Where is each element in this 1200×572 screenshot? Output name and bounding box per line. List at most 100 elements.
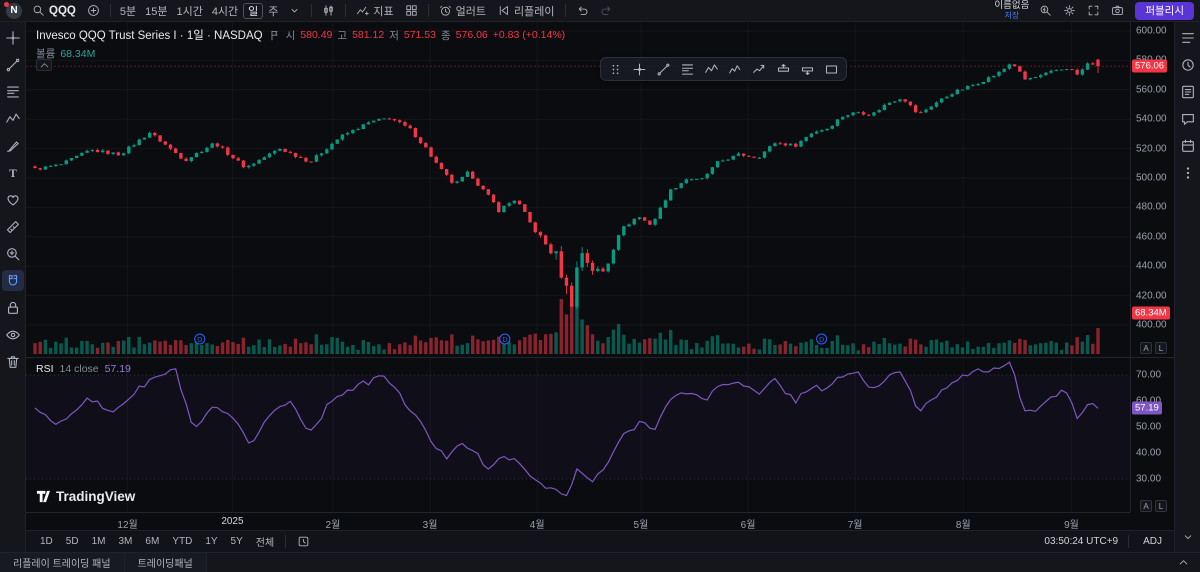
- time-axis-label[interactable]: 2025: [221, 516, 244, 527]
- range-5Y[interactable]: 5Y: [230, 536, 243, 547]
- symbol-legend-row[interactable]: Invesco QQQ Trust Series I · 1일 · NASDAQ…: [36, 27, 565, 43]
- time-axis-label[interactable]: 7월: [847, 520, 863, 531]
- redo-button[interactable]: [595, 2, 618, 20]
- interval-button-5분[interactable]: 5분: [119, 5, 137, 18]
- price-axis-label: 520.00: [1136, 143, 1167, 155]
- float-tool-pattern[interactable]: [700, 59, 723, 79]
- tool-zoom[interactable]: [2, 243, 24, 264]
- replay-button[interactable]: 리플레이: [492, 2, 559, 20]
- publish-button[interactable]: 퍼블리시: [1135, 1, 1194, 20]
- tool-trend-line[interactable]: [2, 54, 24, 75]
- interval-button-1시간[interactable]: 1시간: [176, 5, 203, 18]
- tool-pattern[interactable]: [2, 108, 24, 129]
- tool-fib-retracement[interactable]: [2, 81, 24, 102]
- panel-watchlist[interactable]: [1177, 27, 1199, 48]
- tool-lock[interactable]: [2, 297, 24, 318]
- fullscreen-button[interactable]: [1082, 2, 1105, 20]
- range-YTD[interactable]: YTD: [172, 536, 193, 547]
- tool-text[interactable]: T: [2, 162, 24, 183]
- scale-button-L[interactable]: L: [1155, 500, 1167, 512]
- time-axis-label[interactable]: 5월: [633, 520, 649, 531]
- time-axis-label[interactable]: 4월: [529, 520, 545, 531]
- time-axis-label[interactable]: 3월: [422, 520, 438, 531]
- undo-button[interactable]: [571, 2, 594, 20]
- chart-area[interactable]: D D D Invesco QQQ Trust Series I · 1일 · NA…: [26, 22, 1174, 552]
- scale-button-L[interactable]: L: [1155, 342, 1167, 354]
- range-전체[interactable]: 전체: [255, 538, 275, 549]
- interval-dropdown[interactable]: [283, 2, 306, 20]
- right-rail-collapse[interactable]: [1177, 526, 1199, 547]
- layout-grid-button[interactable]: [400, 2, 423, 20]
- tool-crosshair[interactable]: [2, 27, 24, 48]
- adj-toggle[interactable]: ADJ: [1143, 536, 1162, 547]
- tool-measure[interactable]: [2, 216, 24, 237]
- time-axis-label[interactable]: 12월: [117, 520, 138, 531]
- snapshot-button[interactable]: [1106, 2, 1129, 20]
- pane-separator[interactable]: [26, 357, 1174, 358]
- panel-alert[interactable]: [1177, 54, 1199, 75]
- user-avatar[interactable]: N: [4, 1, 22, 19]
- tool-trash[interactable]: [2, 351, 24, 372]
- interval-button-selected[interactable]: 일: [243, 2, 264, 19]
- interval-button-week[interactable]: 주: [268, 5, 279, 18]
- time-axis-label[interactable]: 8월: [955, 520, 971, 531]
- floating-drawing-toolbar[interactable]: [600, 57, 847, 81]
- symbol-search[interactable]: QQQ: [27, 2, 81, 20]
- interval-group: 5분 15분 1시간 4시간 일 주: [116, 0, 283, 21]
- panel-chat[interactable]: [1177, 108, 1199, 129]
- time-axis[interactable]: 12월 2025 2월 3월 4월 5월 6월 7월 8월 9월: [26, 512, 1130, 531]
- scale-button-A[interactable]: A: [1140, 500, 1152, 512]
- panel-news[interactable]: [1177, 81, 1199, 102]
- volume-legend-row[interactable]: 볼륨 68.34M: [36, 46, 565, 61]
- statusbar-collapse-button[interactable]: [1174, 555, 1192, 571]
- compare-add-button[interactable]: [82, 2, 105, 20]
- scale-button-A[interactable]: A: [1140, 342, 1152, 354]
- status-tab-0[interactable]: 리플레이 트레이딩 패널: [0, 553, 125, 572]
- float-tool-forecast[interactable]: [748, 59, 771, 79]
- tool-brush[interactable]: [2, 135, 24, 156]
- quick-search-button[interactable]: [1034, 2, 1057, 20]
- range-1M[interactable]: 1M: [91, 536, 106, 547]
- save-link[interactable]: 저장: [1004, 11, 1020, 21]
- status-tab-1[interactable]: 트레이딩패널: [124, 553, 207, 572]
- main-body: T D D D Invesco QQQ Trust Series I · 1일 · …: [0, 22, 1200, 552]
- panel-calendar[interactable]: [1177, 135, 1199, 156]
- alert-button[interactable]: 얼러트: [434, 2, 491, 20]
- high-label: 고: [337, 29, 348, 42]
- clock[interactable]: 03:50:24 UTC+9: [1044, 536, 1119, 547]
- tool-eye[interactable]: [2, 324, 24, 345]
- time-axis-label[interactable]: 2월: [325, 520, 341, 531]
- range-6M[interactable]: 6M: [145, 536, 160, 547]
- float-tool-trend-line[interactable]: [652, 59, 675, 79]
- price-axis[interactable]: 600.00580.00560.00540.00520.00500.00480.…: [1130, 22, 1174, 512]
- indicators-button[interactable]: 지표: [351, 2, 398, 20]
- interval-button-4시간[interactable]: 4시간: [211, 5, 239, 18]
- flag-icon-slot[interactable]: [268, 29, 281, 42]
- range-1Y[interactable]: 1Y: [205, 536, 218, 547]
- panel-more[interactable]: [1177, 162, 1199, 183]
- float-tool-elliott[interactable]: [724, 59, 747, 79]
- time-axis-label[interactable]: 6월: [740, 520, 756, 531]
- range-5D[interactable]: 5D: [65, 536, 79, 547]
- float-tool-drag-handle[interactable]: [604, 59, 627, 79]
- tool-magnet[interactable]: [1, 270, 24, 291]
- goto-date-button[interactable]: [291, 534, 316, 549]
- range-3M[interactable]: 3M: [118, 536, 133, 547]
- tool-emoji[interactable]: [2, 189, 24, 210]
- float-tool-long-position[interactable]: [772, 59, 795, 79]
- range-1D[interactable]: 1D: [40, 536, 53, 547]
- interval-button-15분[interactable]: 15분: [145, 5, 168, 18]
- chart-style-button[interactable]: [317, 2, 340, 20]
- tradingview-logo[interactable]: TradingView: [36, 489, 135, 504]
- float-tool-cross-line[interactable]: [628, 59, 651, 79]
- float-tool-rectangle[interactable]: [820, 59, 843, 79]
- pane-collapse-button[interactable]: [36, 59, 52, 71]
- rsi-legend[interactable]: RSI 14 close 57.19: [36, 363, 131, 375]
- float-tool-fib-retracement[interactable]: [676, 59, 699, 79]
- time-axis-label[interactable]: 9월: [1064, 520, 1079, 531]
- layout-name[interactable]: 이름없음 저장: [994, 1, 1029, 21]
- float-tool-short-position[interactable]: [796, 59, 819, 79]
- settings-button[interactable]: [1058, 2, 1081, 20]
